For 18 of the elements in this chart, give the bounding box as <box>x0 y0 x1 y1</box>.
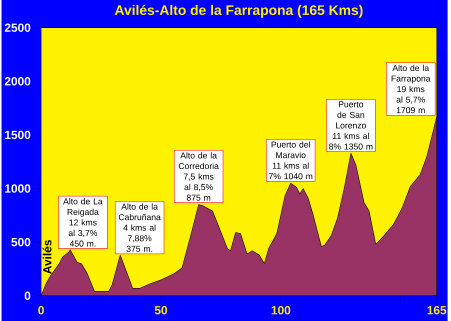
annotation: Alto de la Cabruñana 4 kms al 7,88% 375 m. <box>118 203 161 252</box>
y-tick-label: 0 <box>24 291 30 300</box>
x-tick-label: 50 <box>154 306 168 314</box>
annotation: Alto de la Corredoria 7,5 kms al 8,5% 875 m <box>178 152 219 200</box>
annotation: Alto de La Reigada 12 kms al 3,7% 450 m. <box>63 198 103 246</box>
y-tick-label: 1000 <box>5 184 30 192</box>
y-tick-label: 500 <box>11 238 30 246</box>
annotation: Alto de la Farrapona 19 kms al 5,7% 1709 m <box>392 64 430 114</box>
annotation: Puerto del Maravio 11 kms al 7% 1040 m <box>268 141 312 180</box>
y-tick-label: 2000 <box>4 76 30 86</box>
annotation: Avilés <box>42 240 52 274</box>
x-tick-label: 0 <box>38 306 44 314</box>
x-tick-label: 165 <box>428 306 446 314</box>
chart-title: Avilés-Alto de la Farrapona (165 Kms) <box>114 4 363 18</box>
x-tick-label: 100 <box>272 306 290 314</box>
y-tick-label: 1500 <box>5 130 30 139</box>
annotation: Puerto de San Lorenzo 11 kms al 8% 1350 m <box>329 101 372 150</box>
y-tick-label: 2500 <box>4 23 30 32</box>
